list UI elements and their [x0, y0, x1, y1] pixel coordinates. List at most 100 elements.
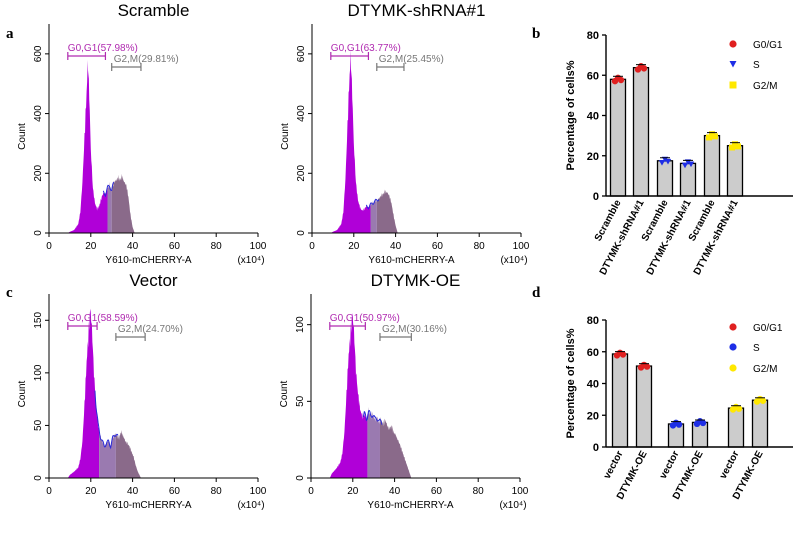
s-phase-area: [99, 431, 116, 478]
x-tick-label: 60: [431, 486, 443, 497]
data-point: [675, 421, 683, 428]
y-tick-label: 20: [587, 410, 599, 422]
gate-g2-m-label: G2,M(29.81%): [114, 54, 179, 65]
data-point: [658, 159, 666, 166]
gate-g2-m-label: G2,M(24.70%): [118, 324, 183, 335]
x-tick-label: 40: [390, 241, 402, 252]
x-tick-label: 20: [347, 486, 359, 497]
y-tick-label: 600: [296, 45, 307, 62]
y-tick-label: 200: [33, 165, 44, 182]
gate-g0-g1-label: G0,G1(58.59%): [68, 313, 138, 324]
g0-g1-peak-area: [67, 59, 108, 234]
panel-label-b: b: [532, 26, 540, 42]
gate-g0-g1-label: G0,G1(57.98%): [68, 43, 138, 54]
gate-g2-m-label: G2,M(30.16%): [382, 324, 447, 335]
bar: [656, 160, 674, 197]
gate-g0-g1-label: G0,G1(50.97%): [330, 313, 400, 324]
y-tick-label: 20: [587, 151, 599, 163]
x-tick-label: 20: [85, 241, 97, 252]
histogram-hist_oe: DTYMK-OE 0 20 40 60 80 100 0 50 100 Y610-mCHERRY-A…: [279, 271, 529, 511]
y-tick-label: 100: [33, 364, 44, 381]
x-tick-label: 0: [308, 486, 314, 497]
legend-label: G2/M: [753, 81, 777, 92]
x-tick-label: 100: [250, 241, 267, 252]
data-point: [681, 162, 689, 169]
y-tick-label: 50: [295, 395, 306, 407]
x-tick-label: 20: [85, 486, 97, 497]
data-point: [706, 134, 712, 141]
s-phase-fit-line: [94, 390, 119, 450]
y-tick-label: 0: [593, 191, 599, 203]
x-tick-label: 60: [169, 241, 181, 252]
data-point: [687, 161, 695, 168]
y-tick-label: 0: [33, 230, 44, 236]
g2-m-peak-area: [376, 189, 398, 233]
data-point: [735, 143, 741, 150]
y-tick-label: 40: [587, 111, 599, 123]
s-phase-area: [107, 181, 112, 233]
data-point: [729, 144, 735, 151]
x-axis-label: Y610-mCHERRY-A: [367, 500, 453, 511]
g0-g1-peak-area: [330, 49, 371, 233]
data-point: [619, 351, 627, 358]
bar: [635, 365, 653, 448]
x-axis-unit: (x10⁴): [500, 255, 527, 266]
data-point: [699, 419, 707, 427]
x-tick-label: 100: [512, 486, 529, 497]
legend-label: G0/G1: [753, 323, 783, 334]
bar: [609, 78, 627, 197]
x-axis-unit: (x10⁴): [499, 500, 526, 511]
y-axis-label: Percentage of cells%: [565, 60, 577, 170]
x-axis-label: Y610-mCHERRY-A: [105, 500, 191, 511]
y-tick-label: 60: [587, 347, 599, 359]
s-phase-fit-line: [365, 198, 380, 210]
legend-label: G0/G1: [753, 40, 783, 51]
chart-title: Vector: [129, 271, 178, 290]
x-tick-label: 80: [474, 241, 486, 252]
x-tick-label: 100: [250, 486, 267, 497]
legend-marker: [729, 364, 737, 372]
data-point: [712, 133, 718, 140]
g2-m-peak-area: [111, 173, 135, 233]
y-tick-label: 200: [296, 165, 307, 182]
panel-label-c: c: [6, 285, 13, 301]
bar: [632, 67, 650, 197]
panel-label-d: d: [532, 285, 541, 301]
legend-label: G2/M: [753, 364, 777, 375]
y-axis-label: Count: [280, 123, 291, 150]
category-label: vector: [718, 449, 742, 481]
x-tick-label: 0: [309, 241, 315, 252]
x-tick-label: 40: [389, 486, 401, 497]
data-point: [735, 405, 743, 412]
y-tick-label: 40: [587, 379, 599, 391]
legend-label: S: [753, 343, 760, 354]
y-tick-label: 60: [587, 70, 599, 82]
bar: [727, 407, 745, 448]
s-phase-area: [370, 199, 377, 233]
gate-g2-m-label: G2,M(25.45%): [379, 54, 444, 65]
g2-m-peak-area: [115, 429, 141, 478]
s-phase-fit-line: [362, 409, 383, 425]
x-axis-label: Y610-mCHERRY-A: [105, 255, 191, 266]
x-tick-label: 40: [127, 486, 139, 497]
y-tick-label: 100: [295, 316, 306, 333]
chart-title: Scramble: [118, 1, 190, 20]
g0-g1-peak-area: [329, 313, 368, 478]
s-phase-fit-line: [102, 181, 115, 198]
gate-g0-g1-label: G0,G1(63.77%): [331, 43, 401, 54]
legend-marker: [729, 343, 737, 351]
x-tick-label: 80: [473, 486, 485, 497]
bar-chart-bar_b: ScrambleDTYMK-shRNA#1ScrambleDTYMK-shRNA…: [565, 30, 793, 277]
histogram-hist_scramble: Scramble 0 20 40 60 80 100 0 200 400 600 Y610-mCHER…: [17, 1, 267, 266]
bar: [611, 353, 629, 448]
legend-label: S: [753, 60, 760, 71]
data-point: [640, 65, 648, 72]
x-tick-label: 100: [513, 241, 530, 252]
chart-title: DTYMK-shRNA#1: [348, 1, 486, 20]
g0-g1-peak-area: [67, 308, 100, 478]
y-tick-label: 600: [33, 45, 44, 62]
x-tick-label: 20: [348, 241, 360, 252]
y-axis-label: Percentage of cells%: [565, 328, 577, 438]
y-tick-label: 0: [33, 475, 44, 481]
